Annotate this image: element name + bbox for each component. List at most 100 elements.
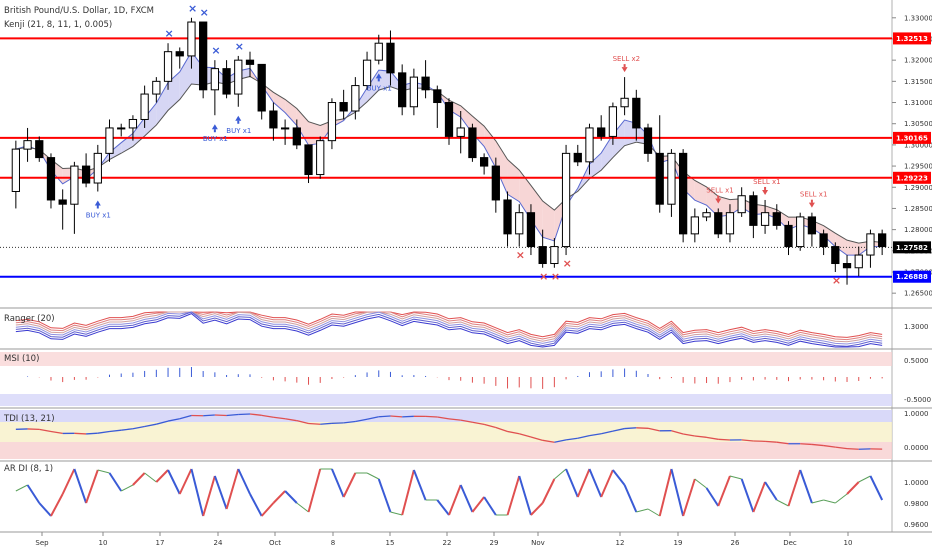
candle-body [281,128,288,129]
candle-body [457,128,464,136]
ardi-line-segment [344,473,356,497]
ardi-y-label: 1.0000 [904,479,929,487]
ardi-line-segment [215,476,227,509]
ardi-line-segment [508,476,520,515]
candle-body [176,52,183,56]
buy-arrow-icon [378,78,380,81]
candle-body [106,128,113,153]
tdi-line-segment [765,441,777,442]
y-tick-label: 1.31000 [904,99,932,107]
candle-body [12,149,19,191]
ranger-pane-label: Ranger (20) [4,314,55,324]
tdi-line-segment [86,433,98,434]
x-tick-label: 10 [99,539,108,547]
candle-body [410,77,417,107]
msi-pane-label: MSI (10) [4,354,39,364]
msi-y-label: 0.5000 [904,357,929,365]
sell-arrow-icon [762,190,768,195]
candle-body [24,141,31,149]
y-tick-label: 1.33000 [904,14,932,22]
x-tick-label: Sep [35,539,49,547]
candle-body [715,213,722,234]
ardi-line-segment [753,482,765,512]
ardi-line-segment [589,469,601,497]
candle-body [598,128,605,136]
ardi-line-segment [601,470,613,497]
tdi-line-segment [390,416,402,417]
candle-body [691,217,698,234]
x-tick-label: 8 [331,539,335,547]
buy-arrow-icon [97,205,99,208]
candle-body [832,247,839,264]
ardi-line-segment [367,473,379,479]
candle-body [328,103,335,141]
buy-arrow-icon [237,121,239,124]
buy-arrow-icon [95,200,101,205]
ardi-line-segment [695,479,707,488]
swing-high-marker: × [165,27,174,40]
ardi-line-segment [86,470,98,503]
tdi-y-label: 0.0000 [904,444,929,452]
candle-body [387,43,394,73]
candle-body [750,196,757,226]
candle-body [469,128,476,158]
candle-body [422,77,429,90]
tdi-pane-label: TDI (13, 21) [4,414,55,424]
ardi-line-segment [484,497,496,515]
candle-body [668,153,675,204]
ardi-line-segment [414,470,426,500]
sell-arrow-icon [811,200,813,203]
candle-body [621,98,628,106]
tdi-line-segment [238,414,250,415]
ardi-line-segment [285,491,297,503]
buy-arrow-icon [212,124,218,129]
candle-body [644,128,651,153]
candle-body [785,225,792,246]
candle-body [738,196,745,213]
sell-signal-label: SELL x2 [613,55,641,63]
candle-body [375,43,382,60]
ardi-line-segment [671,469,683,516]
candle-body [773,213,780,226]
ardi-line-segment [707,488,719,506]
candle-body [434,90,441,103]
indicator-label: Kenji (21, 8, 11, 1, 0.005) [4,20,112,30]
candle-body [680,153,687,233]
sell-arrow-icon [809,203,815,208]
sell-signal-label: SELL x1 [753,178,781,186]
ardi-line-segment [121,485,133,491]
candle-body [71,166,78,204]
sell-arrow-icon [764,187,766,190]
candle-body [317,141,324,175]
ardi-line-segment [180,469,192,494]
ardi-line-segment [39,503,51,516]
candle-body [843,264,850,268]
candle-body [363,60,370,85]
candle-body [305,145,312,175]
ardi-line-segment [273,491,285,503]
tdi-line-segment [718,439,730,440]
ardi-line-segment [519,476,531,515]
candle-body [797,217,804,247]
ardi-line-segment [683,479,695,516]
tdi-line-segment [309,423,321,424]
y-tick-label: 1.30500 [904,120,932,128]
level-label: 1.32513 [896,35,928,43]
tdi-upper-band [0,410,892,422]
msi-upper-band [0,352,892,366]
candle-body [340,103,347,111]
candle-body [258,64,265,111]
ardi-line-segment [191,469,203,516]
tdi-line-segment [74,433,86,434]
ardi-line-segment [309,469,321,512]
candle-body [492,166,499,200]
ardi-line-segment [437,500,449,515]
candle-body [820,234,827,247]
ardi-line-segment [472,497,484,512]
candle-body [399,73,406,107]
candle-body [293,128,300,145]
cloud-segment [543,201,555,241]
y-tick-label: 1.29000 [904,184,932,192]
ardi-line-segment [788,470,800,506]
y-tick-label: 1.29500 [904,163,932,171]
